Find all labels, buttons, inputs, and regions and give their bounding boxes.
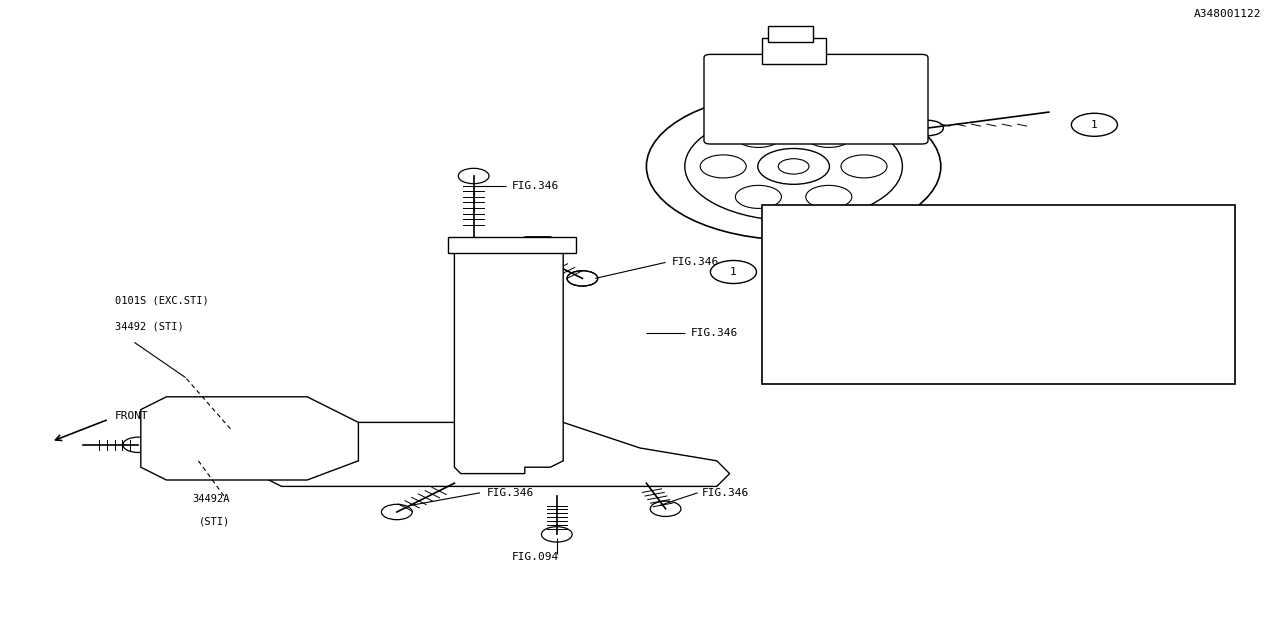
Text: FIG.094: FIG.094 <box>512 552 559 562</box>
Text: 1: 1 <box>1091 120 1098 130</box>
Polygon shape <box>256 422 730 486</box>
Text: 0101S (EXC.STI): 0101S (EXC.STI) <box>115 296 209 306</box>
Text: M000193 (-0809): M000193 (-0809) <box>772 221 878 234</box>
Text: 34492 (STI): 34492 (STI) <box>115 321 184 332</box>
Text: M000339 (0810-0902): M000339 (0810-0902) <box>772 266 908 278</box>
Polygon shape <box>454 237 563 474</box>
Bar <box>762 205 1235 384</box>
Bar <box>448 237 576 253</box>
Text: FIG.346: FIG.346 <box>486 488 534 498</box>
Text: FIG.348-2,3: FIG.348-2,3 <box>762 235 836 245</box>
Text: FIG.346: FIG.346 <box>701 488 749 498</box>
Text: FRONT: FRONT <box>115 411 148 421</box>
FancyBboxPatch shape <box>704 54 928 144</box>
Text: FIG.346: FIG.346 <box>691 328 739 338</box>
Bar <box>762 38 826 64</box>
Text: <TURBO>: <TURBO> <box>1079 355 1129 368</box>
Text: 34492A: 34492A <box>192 494 229 504</box>
Text: A348001122: A348001122 <box>1193 9 1261 19</box>
Text: FIG.346: FIG.346 <box>512 180 559 191</box>
Text: FIG.346: FIG.346 <box>672 257 719 268</box>
Text: M000370 (0903-): M000370 (0903-) <box>772 310 878 323</box>
Text: 1: 1 <box>730 267 737 277</box>
Text: <NA>: <NA> <box>1079 221 1108 234</box>
Text: 34445A: 34445A <box>772 355 814 368</box>
Bar <box>768 26 813 42</box>
Polygon shape <box>141 397 358 480</box>
Text: (STI): (STI) <box>198 516 229 527</box>
